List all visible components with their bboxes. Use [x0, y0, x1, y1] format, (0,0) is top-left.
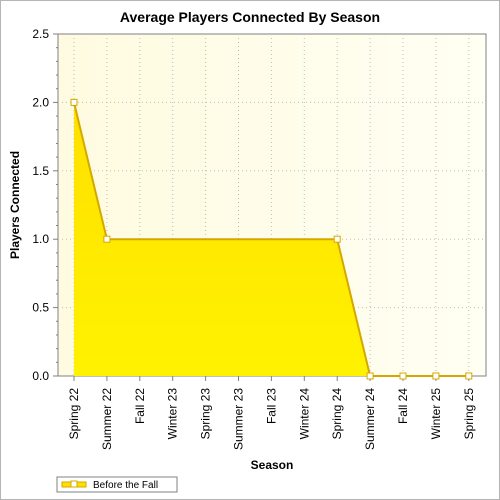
- y-tick-label: 2.0: [32, 95, 49, 109]
- x-tick-label: Fall 23: [264, 388, 278, 424]
- x-tick-label: Summer 22: [100, 388, 114, 450]
- data-point: [432, 372, 440, 380]
- x-tick-label: Winter 23: [166, 388, 180, 440]
- y-tick-label: 1.0: [32, 232, 49, 246]
- y-axis-title: Players Connected: [8, 151, 22, 259]
- x-tick-label: Fall 24: [396, 388, 410, 424]
- data-point: [465, 372, 473, 380]
- x-axis: Spring 22 Summer 22 Fall 22 Winter 23 Spring…: [67, 376, 476, 450]
- x-tick-label: Winter 24: [297, 388, 311, 440]
- legend: Before the Fall: [56, 476, 178, 493]
- x-tick-label: Spring 24: [330, 388, 344, 440]
- data-point: [103, 235, 111, 243]
- x-tick-label: Spring 22: [67, 388, 81, 440]
- x-tick-label: Spring 25: [462, 388, 476, 440]
- x-tick-label: Summer 23: [232, 388, 246, 450]
- y-tick-label: 0.0: [32, 369, 49, 383]
- x-tick-label: Spring 23: [199, 388, 213, 440]
- x-tick-label: Winter 25: [429, 388, 443, 440]
- y-tick-label: 2.5: [32, 27, 49, 41]
- data-point: [366, 372, 374, 380]
- x-tick-label: Fall 22: [133, 388, 147, 424]
- data-point: [333, 235, 341, 243]
- y-axis: 0.0 0.5 1.0 1.5 2.0 2.5: [32, 27, 58, 383]
- series-layer: [70, 98, 473, 380]
- x-axis-title: Season: [251, 458, 294, 472]
- chart-title: Average Players Connected By Season: [120, 9, 380, 25]
- legend-label: Before the Fall: [93, 480, 158, 491]
- legend-box: [56, 476, 178, 493]
- legend-marker: [70, 480, 78, 488]
- data-point: [70, 98, 78, 106]
- y-tick-label: 1.5: [32, 164, 49, 178]
- data-point: [399, 372, 407, 380]
- y-tick-label: 0.5: [32, 301, 49, 315]
- x-tick-label: Summer 24: [363, 388, 377, 450]
